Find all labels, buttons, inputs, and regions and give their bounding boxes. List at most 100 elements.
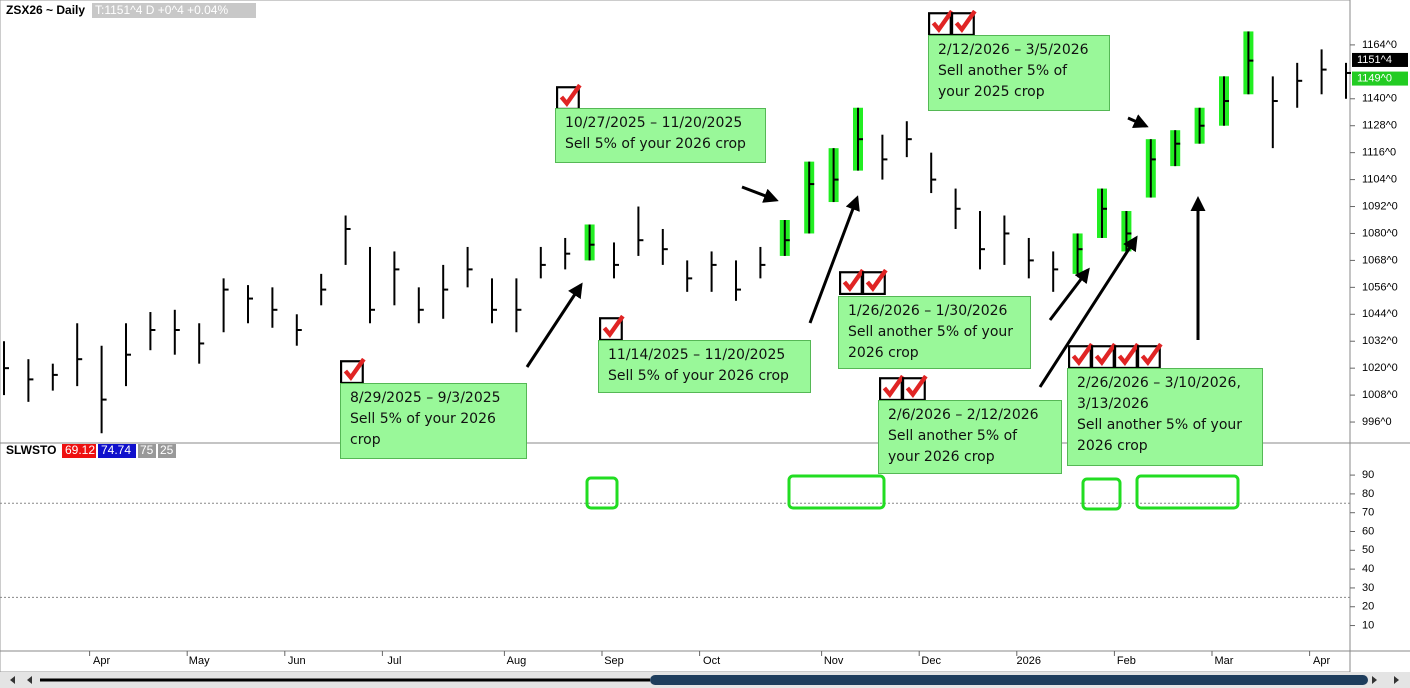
price-badge-label: 1151^4 [1357,54,1392,66]
x-tick-label: Sep [604,655,624,667]
price-badge-label: 1149^0 [1357,72,1392,84]
highlight-box [1135,474,1240,510]
y-tick-label: 1104^0 [1362,173,1397,185]
readout-bg [62,444,96,458]
x-tick-label: Oct [703,655,720,667]
x-tick-label: Jun [288,655,306,667]
annotation: 2/6/2026 – 2/12/2026 Sell another 5% of yo… [878,400,1062,474]
check-icon [600,316,623,340]
y-tick-label: 70 [1362,507,1374,519]
annotation: 1/26/2026 – 1/30/2026 Sell another 5% of … [838,296,1031,369]
annotation-line: Sell another 5% of your [848,324,1014,340]
y-tick-label: 20 [1362,601,1374,613]
readout-bg [138,444,156,458]
y-tick-label: 1164^0 [1362,39,1397,51]
x-tick-label: Nov [824,655,844,667]
highlight-boxes [585,474,1240,511]
annotation: 2/26/2026 – 3/10/2026, 3/13/2026 Sell anot… [1067,368,1263,466]
plot-frame [0,0,1351,673]
y-tick-label: 10 [1362,619,1374,631]
highlight-box [585,476,619,510]
annotation-line: your 2026 crop [888,449,995,465]
readout: 74.74 [101,443,131,457]
check-icon [903,376,926,400]
scrollbar [0,672,1410,688]
check-icon [880,376,903,400]
readout: 25 [160,443,174,457]
y-tick-label: 50 [1362,544,1374,556]
x-tick-label: Aug [507,655,527,667]
arrow [741,185,779,203]
y-tick-label: 1032^0 [1362,335,1398,347]
y-tick-label: 1044^0 [1362,308,1398,320]
annotation-line: Sell another 5% of [888,428,1018,444]
y-tick-label: 90 [1362,469,1374,481]
y-tick-label: 40 [1362,563,1374,575]
x-tick-label: Apr [93,655,110,667]
y-tick-label: 1080^0 [1362,227,1398,239]
check-icon [863,270,886,294]
check-icon [341,359,364,383]
annotation-line: 2/26/2026 – 3/10/2026, [1077,375,1241,391]
x-tick-label: May [189,655,210,667]
check-icon [1138,344,1161,368]
readout-bg [158,444,176,458]
y-tick-label: 1068^0 [1362,254,1398,266]
annotation-line: Sell another 5% of your [1077,417,1243,433]
arrow [1048,267,1090,321]
annotation-line: Sell 5% of your 2026 [350,411,496,427]
y-tick-label: 30 [1362,582,1374,594]
y-tick-label: 1128^0 [1362,120,1397,132]
price-badge [1352,52,1408,67]
highlight-box [1081,477,1122,511]
plot-layer: 996^0 1008^0 1020^0 1032^0 1044^0 1056^0 1068^… [0,31,1408,667]
x-tick-label: Feb [1117,655,1136,667]
check-icon [1069,344,1092,368]
check-icon [952,11,975,35]
y-tick-label: 996^0 [1362,416,1392,428]
y-tick-label: 1140^0 [1362,93,1397,105]
x-tick-label: 2026 [1017,655,1041,667]
annotation: 11/14/2025 – 11/20/2025 Sell 5% of your 2… [598,340,811,393]
annotation: 10/27/2025 – 11/20/2025 Sell 5% of your 2… [555,108,766,163]
y-tick-label: 1056^0 [1362,281,1398,293]
highlight-box [787,474,886,510]
y-tick-label: 80 [1362,488,1374,500]
annotation: 2/12/2026 – 3/5/2026 Sell another 5% of yo… [928,35,1110,111]
annotation-line: 2/12/2026 – 3/5/2026 [938,42,1089,58]
arrow [1038,235,1138,388]
subtitle-bg [92,3,256,18]
annotation-line: 2026 crop [848,345,919,361]
annotation-line: 8/29/2025 – 9/3/2025 [350,390,501,406]
annotation-line: 10/27/2025 – 11/20/2025 [565,115,743,131]
y-tick-label: 1008^0 [1362,389,1398,401]
arrows [525,114,1206,388]
x-tick-label: Apr [1313,655,1330,667]
annotation-line: 1/26/2026 – 1/30/2026 [848,303,1008,319]
chart-title: ZSX26 ~ Daily [6,3,85,17]
price-badge [1352,71,1408,86]
y-tick-label: 1020^0 [1362,362,1398,374]
annotation-line: Sell another 5% of [938,63,1068,79]
check-icon [840,270,863,294]
arrow [525,282,583,368]
check-icon [1115,344,1138,368]
annotation-line: Sell 5% of your 2026 crop [608,368,789,384]
annotation-line: Sell 5% of your 2026 crop [565,136,746,152]
chart-subtitle: T:1151^4 D +0^4 +0.04% [95,3,228,17]
scroll-thumb[interactable] [650,675,1368,685]
check-icon [557,85,580,109]
annotation-line: your 2025 crop [938,84,1045,100]
annotation-line: crop [350,432,381,448]
annotation: 8/29/2025 – 9/3/2025 Sell 5% of your 2026… [340,383,527,459]
x-tick-label: Dec [921,655,941,667]
indicator-title: SLWSTO [6,443,56,457]
arrow [1127,114,1149,128]
annotation-line: 2026 crop [1077,438,1148,454]
readout: 69.12 [65,443,95,457]
y-tick-label: 1092^0 [1362,200,1398,212]
check-icon [929,11,952,35]
check-icon [1092,344,1115,368]
y-tick-label: 60 [1362,525,1374,537]
